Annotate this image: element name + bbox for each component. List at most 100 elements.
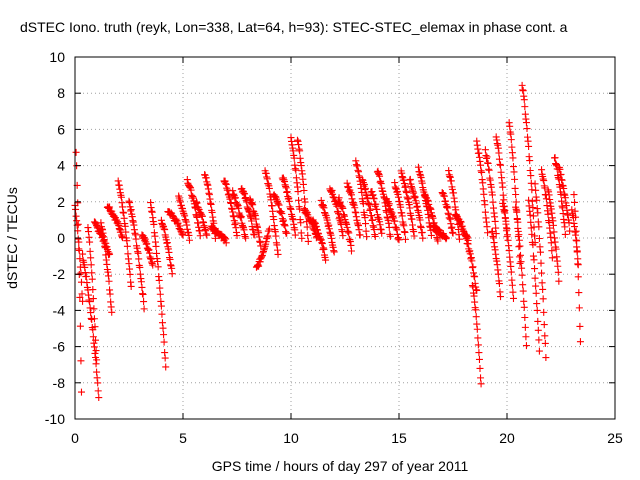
data-point	[475, 349, 483, 357]
data-point	[469, 263, 477, 271]
data-point	[385, 223, 393, 231]
data-point	[509, 294, 517, 302]
data-point	[447, 177, 455, 185]
data-point	[237, 213, 245, 221]
data-point	[250, 231, 258, 239]
data-point	[347, 247, 355, 255]
data-point	[299, 180, 307, 188]
data-point	[531, 274, 539, 282]
data-point	[362, 220, 370, 228]
data-point	[126, 270, 134, 278]
data-point	[211, 234, 219, 242]
y-tick-label: -8	[53, 375, 66, 391]
data-point	[363, 233, 371, 241]
data-point	[94, 387, 102, 395]
data-point	[529, 212, 537, 220]
data-point	[483, 223, 491, 231]
data-point	[297, 219, 305, 227]
data-point	[154, 263, 162, 271]
data-point	[473, 325, 481, 333]
data-point	[185, 236, 193, 244]
data-point	[515, 253, 523, 261]
data-point	[296, 147, 304, 155]
data-point	[475, 355, 483, 363]
data-point	[519, 281, 527, 289]
data-point	[106, 290, 114, 298]
data-point	[503, 225, 511, 233]
data-point	[106, 250, 114, 258]
data-point	[410, 232, 418, 240]
data-point	[571, 207, 579, 215]
data-point	[281, 222, 289, 230]
data-point	[528, 186, 536, 194]
data-point	[136, 263, 144, 271]
data-point	[534, 326, 542, 334]
data-point	[249, 201, 257, 209]
data-point	[513, 208, 521, 216]
data-point	[575, 289, 583, 297]
data-point	[222, 239, 230, 247]
data-point	[572, 227, 580, 235]
data-point	[78, 290, 86, 298]
data-point	[391, 217, 399, 225]
data-point	[156, 290, 164, 298]
x-tick-label: 20	[499, 430, 515, 446]
data-point	[455, 235, 463, 243]
data-point	[318, 240, 326, 248]
y-tick-label: 10	[49, 49, 65, 65]
data-point	[159, 324, 167, 332]
y-tick-label: -6	[53, 339, 66, 355]
data-point	[79, 250, 87, 258]
data-point	[91, 323, 99, 331]
data-point	[151, 232, 159, 240]
data-point	[92, 336, 100, 344]
data-point	[468, 257, 476, 265]
data-point	[573, 237, 581, 245]
data-point	[470, 292, 478, 300]
data-point	[550, 228, 558, 236]
data-point	[522, 342, 530, 350]
data-point	[161, 354, 169, 362]
data-point	[358, 188, 366, 196]
data-point	[274, 250, 282, 258]
data-point	[535, 336, 543, 344]
data-point	[527, 224, 535, 232]
data-point	[484, 229, 492, 237]
y-tick-label: -2	[53, 266, 66, 282]
data-point	[90, 315, 98, 323]
data-point	[290, 154, 298, 162]
data-point	[79, 297, 87, 305]
data-point	[301, 198, 309, 206]
y-axis-title: dSTEC / TECUs	[4, 187, 20, 289]
data-point	[535, 235, 543, 243]
data-point	[502, 217, 510, 225]
data-point	[76, 255, 84, 263]
data-point	[517, 251, 524, 259]
data-point	[90, 343, 98, 351]
data-points	[71, 81, 584, 402]
data-point	[539, 285, 547, 293]
data-point	[526, 157, 534, 165]
data-point	[89, 295, 97, 303]
data-point	[471, 273, 479, 281]
data-point	[538, 269, 546, 277]
data-point	[574, 260, 582, 268]
data-point	[537, 259, 545, 267]
data-point	[534, 317, 542, 325]
data-point	[105, 277, 113, 285]
data-point	[443, 234, 451, 242]
data-point	[135, 255, 143, 263]
data-point	[548, 254, 556, 262]
data-point	[494, 270, 502, 278]
data-point	[497, 161, 505, 169]
data-point	[123, 242, 131, 250]
data-point	[304, 231, 312, 239]
y-tick-label: 6	[57, 121, 65, 137]
data-point	[479, 179, 487, 187]
y-tick-label: 0	[57, 230, 65, 246]
data-point	[75, 238, 83, 246]
data-point	[472, 306, 480, 314]
data-point	[149, 261, 157, 269]
data-point	[499, 183, 507, 191]
data-point	[540, 321, 548, 329]
